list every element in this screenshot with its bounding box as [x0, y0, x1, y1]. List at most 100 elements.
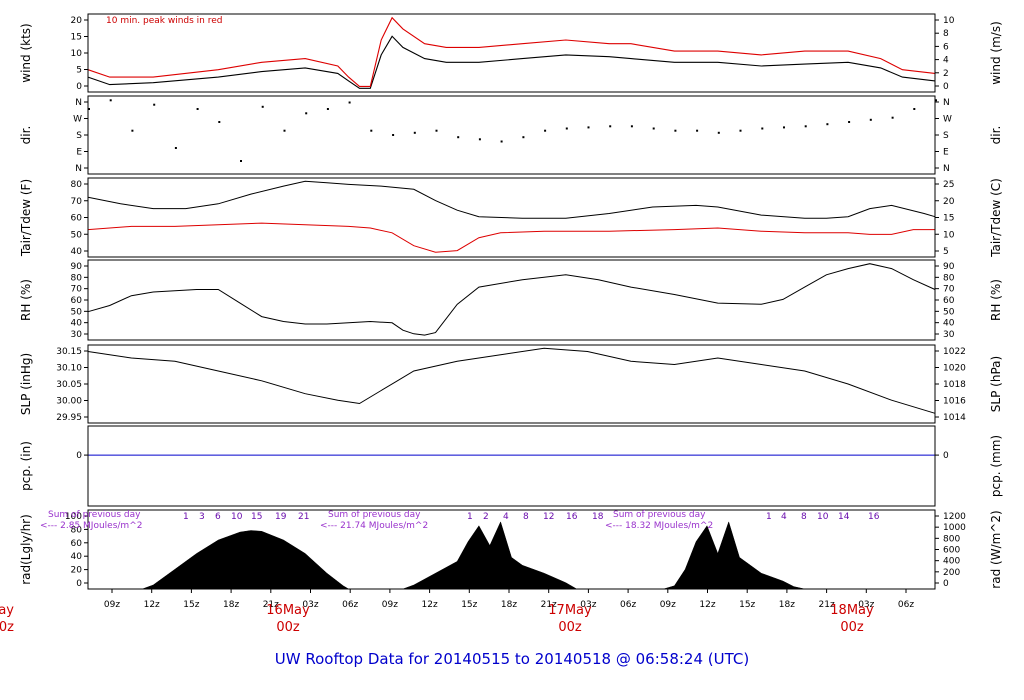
right-tick-label: 10	[943, 16, 955, 26]
radiation-sum-value: <--- 21.74 MJoules/m^2	[320, 521, 428, 531]
sun-hour-mark: 10	[231, 512, 243, 522]
right-tick-label: 15	[943, 214, 954, 224]
right-tick-label: 20	[943, 197, 955, 207]
sun-hour-mark: 14	[838, 512, 850, 522]
panel-pcp: 0 0 pcp. (in) pcp. (mm)	[19, 425, 1003, 507]
right-tick-label: N	[943, 164, 950, 174]
right-tick-label: 1020	[943, 364, 966, 374]
right-tick-label: 6	[943, 42, 949, 52]
left-tick-label: 30	[71, 330, 83, 340]
x-tick-label: 18z	[223, 600, 239, 610]
direction-point	[500, 140, 503, 143]
right-tick-label: 1014	[943, 413, 966, 423]
right-axis-label: wind (m/s)	[989, 21, 1003, 85]
left-tick-label: 80	[71, 525, 83, 535]
x-tick-label: 15z	[739, 600, 755, 610]
right-tick-label: 1016	[943, 397, 966, 407]
right-axis-label: pcp. (mm)	[989, 435, 1003, 497]
x-tick-label: 12z	[422, 600, 438, 610]
sun-hour-mark: 1	[766, 512, 772, 522]
series-radiation	[88, 521, 827, 590]
sun-hour-mark: 12	[543, 512, 554, 522]
series-Tdew	[87, 222, 935, 253]
left-tick-label: 50	[71, 307, 83, 317]
right-tick-label: 25	[943, 180, 954, 190]
left-tick-label: N	[75, 98, 82, 108]
x-tick-label: 21z	[263, 600, 279, 610]
direction-point	[587, 126, 590, 129]
left-axis-label: SLP (inHg)	[19, 353, 33, 415]
sun-hour-mark: 8	[801, 512, 807, 522]
right-tick-label: 60	[943, 296, 955, 306]
direction-point	[913, 108, 916, 110]
direction-point	[283, 129, 286, 132]
right-tick-label: 40	[943, 319, 955, 329]
left-tick-label: E	[76, 148, 82, 158]
series-direction	[88, 99, 937, 162]
left-tick-label: 60	[71, 539, 83, 549]
left-tick-label: 29.95	[56, 413, 82, 423]
direction-point	[609, 125, 612, 128]
direction-point	[804, 125, 807, 128]
left-tick-label: 30.05	[56, 380, 82, 390]
direction-point	[131, 129, 134, 132]
left-tick-label: 0	[76, 451, 82, 461]
sun-hour-mark: 16	[868, 512, 880, 522]
panel-frame	[87, 425, 936, 507]
direction-point	[848, 121, 851, 123]
direction-point	[174, 147, 177, 149]
radiation-sum-value: <--- 18.32 MJoules/m^2	[605, 521, 713, 531]
x-tick-label: 09z	[104, 600, 120, 610]
x-axis: 09z 12z 15z 18z 21z 03z 06z 09z 12z 15z 18z 21z 03z 0…	[0, 589, 914, 635]
panel-slp: 29.95 30.00 30.05 30.10 30.15 1014 1016 1018 102…	[19, 344, 1003, 424]
x-tick-label: 06z	[342, 600, 358, 610]
direction-point	[326, 108, 329, 110]
left-tick-label: 90	[71, 262, 83, 272]
date-label-time: 00z	[0, 620, 14, 635]
left-tick-label: N	[75, 164, 82, 174]
series-RH	[87, 263, 936, 336]
direction-point	[935, 99, 937, 102]
left-tick-label: 70	[71, 197, 83, 207]
sun-hour-mark: 8	[523, 512, 529, 522]
panel-rad: 020406080100020040060080010001200rad(Lgl…	[19, 509, 1003, 590]
series-mean	[87, 35, 936, 89]
page-title: UW Rooftop Data for 20140515 to 20140518…	[274, 650, 750, 668]
direction-point	[891, 116, 894, 119]
direction-point	[457, 136, 460, 139]
right-tick-label: 90	[943, 262, 955, 272]
right-tick-label: 1200	[943, 512, 966, 522]
left-tick-label: S	[76, 131, 82, 141]
right-tick-label: 0	[943, 579, 949, 589]
left-tick-label: 40	[71, 247, 83, 257]
right-tick-label: 600	[943, 546, 960, 556]
left-axis-label: wind (kts)	[19, 23, 33, 82]
x-tick-label: 21z	[819, 600, 835, 610]
date-label-time: 00z	[276, 620, 300, 635]
right-tick-label: 2	[943, 69, 949, 79]
direction-point	[522, 136, 525, 139]
date-label-day: 18May	[830, 603, 874, 618]
series-Tair	[87, 180, 936, 219]
right-tick-label: 1022	[943, 347, 966, 357]
direction-point	[869, 118, 872, 121]
sun-hour-mark: 3	[199, 512, 205, 522]
left-axis-label: RH (%)	[19, 279, 33, 321]
x-tick-label: 15z	[183, 600, 199, 610]
panel-wind: 0 5 10 15 20 0 2 4 6 8 10 wind (kts) wind (m/s) 10 mi…	[19, 13, 1003, 93]
left-tick-label: 0	[76, 82, 82, 92]
direction-point	[565, 127, 568, 130]
panel-frame	[87, 95, 936, 175]
right-axis-label: RH (%)	[989, 279, 1003, 321]
date-label-day: May	[0, 603, 14, 618]
sun-hour-mark: 6	[215, 512, 221, 522]
series-peak	[87, 16, 936, 87]
right-tick-label: 10	[943, 230, 955, 240]
sun-hour-mark: 4	[781, 512, 787, 522]
date-label-day: 16May	[266, 603, 310, 618]
left-tick-label: 20	[71, 16, 83, 26]
right-tick-label: E	[943, 148, 949, 158]
left-tick-label: 30.15	[56, 347, 82, 357]
